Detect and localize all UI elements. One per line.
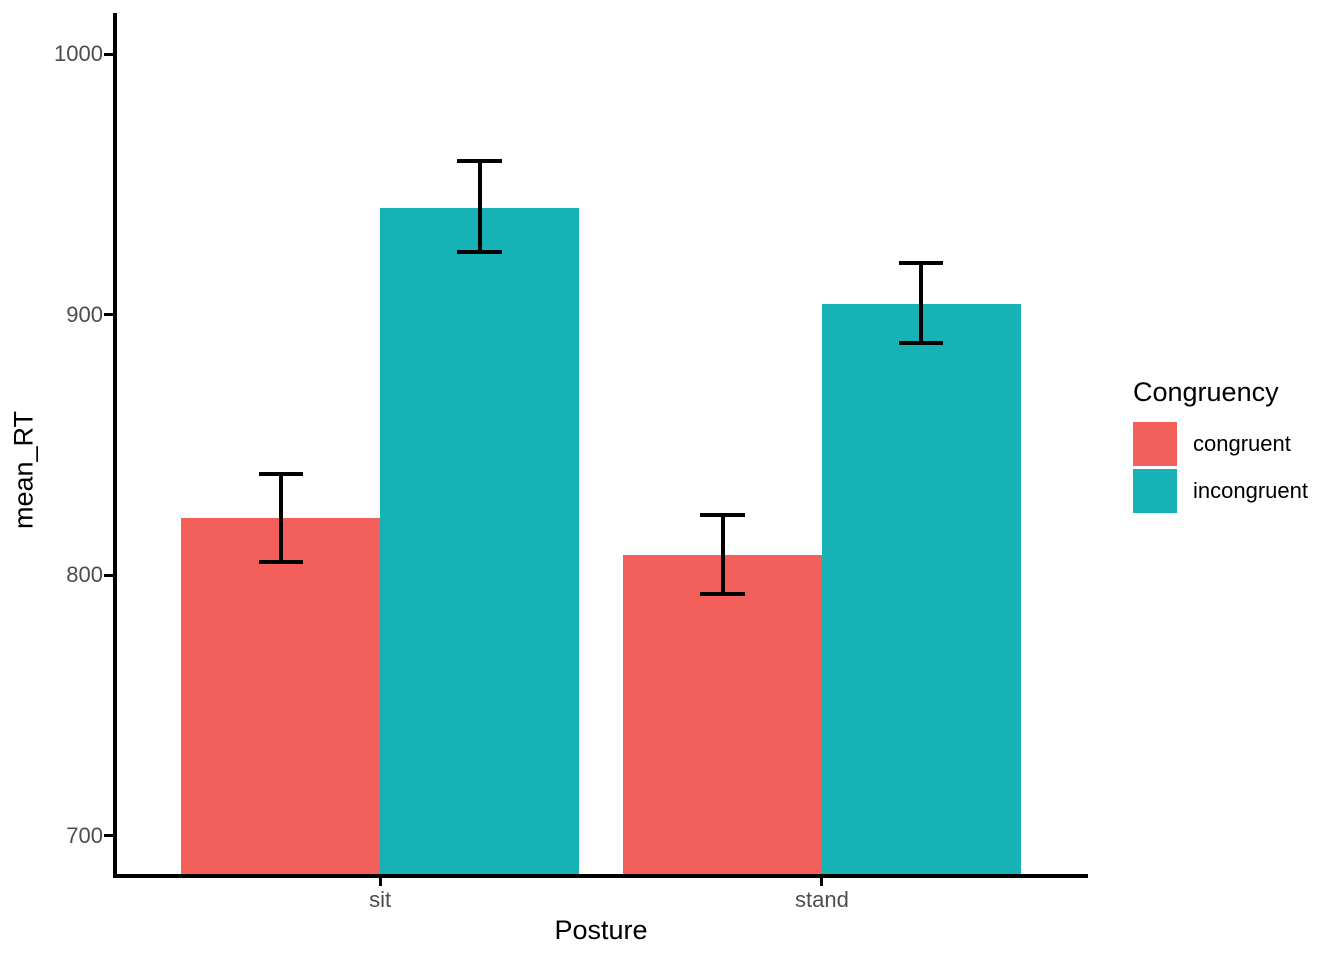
bar-stand-congruent xyxy=(623,554,822,874)
bar-stand-incongruent xyxy=(821,304,1021,874)
x-axis-title: Posture xyxy=(554,915,648,945)
y-tick-1000 xyxy=(104,52,115,56)
x-tick-label-sit: sit xyxy=(369,887,392,912)
errorbar-cap-top-stand-congruent xyxy=(700,513,745,518)
legend-item-congruent: congruent xyxy=(1133,422,1308,466)
bar-sit-congruent xyxy=(181,518,381,874)
errorbar-cap-top-stand-incongruent xyxy=(899,260,944,265)
x-axis-line xyxy=(113,874,1088,878)
y-tick-700 xyxy=(104,834,115,838)
legend-item-incongruent: incongruent xyxy=(1133,469,1308,513)
errorbar-cap-bottom-stand-incongruent xyxy=(899,341,944,346)
errorbar-stand-congruent xyxy=(720,515,725,594)
y-tick-label-1000: 1000 xyxy=(54,41,103,67)
legend: Congruency congruent incongruent xyxy=(1133,377,1308,516)
legend-label-congruent: congruent xyxy=(1193,431,1291,456)
y-tick-label-800: 800 xyxy=(66,562,103,588)
x-tick-label-stand: stand xyxy=(794,887,849,912)
errorbar-cap-top-sit-congruent xyxy=(258,471,303,476)
x-tick-sit xyxy=(378,878,382,886)
y-tick-label-900: 900 xyxy=(66,301,103,327)
errorbar-cap-bottom-sit-congruent xyxy=(258,560,303,565)
legend-swatch-congruent xyxy=(1133,422,1177,466)
errorbar-sit-congruent xyxy=(278,473,283,563)
y-tick-label-700: 700 xyxy=(66,822,103,848)
x-tick-stand xyxy=(820,878,824,886)
y-axis-line xyxy=(113,13,117,878)
legend-label-incongruent: incongruent xyxy=(1193,478,1308,503)
bar-sit-incongruent xyxy=(380,207,579,874)
errorbar-stand-incongruent xyxy=(919,262,924,344)
errorbar-sit-incongruent xyxy=(477,160,482,253)
legend-title: Congruency xyxy=(1133,377,1279,407)
y-axis-title: mean_RT xyxy=(8,410,39,530)
legend-swatch-incongruent xyxy=(1133,469,1177,513)
errorbar-cap-top-sit-incongruent xyxy=(457,158,502,163)
y-tick-800 xyxy=(104,573,115,577)
errorbar-cap-bottom-sit-incongruent xyxy=(457,250,502,255)
errorbar-cap-bottom-stand-congruent xyxy=(700,591,745,596)
y-tick-900 xyxy=(104,313,115,317)
